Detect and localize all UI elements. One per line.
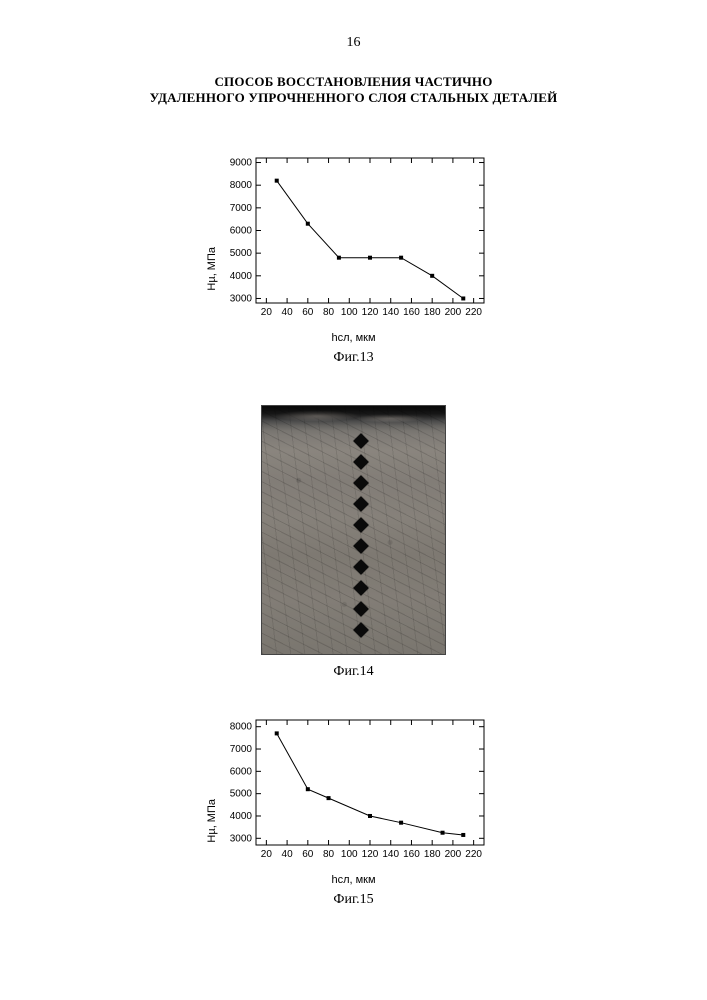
svg-text:20: 20 xyxy=(260,849,272,860)
hardness-indent xyxy=(353,517,369,533)
svg-text:20: 20 xyxy=(260,307,272,318)
svg-text:3000: 3000 xyxy=(229,833,252,844)
svg-text:60: 60 xyxy=(302,849,314,860)
svg-text:4000: 4000 xyxy=(229,811,252,822)
svg-text:5000: 5000 xyxy=(229,789,252,800)
svg-text:8000: 8000 xyxy=(229,722,252,733)
title-line-2: УДАЛЕННОГО УПРОЧНЕННОГО СЛОЯ СТАЛЬНЫХ ДЕ… xyxy=(150,90,558,105)
svg-text:160: 160 xyxy=(403,307,420,318)
hardness-indent xyxy=(353,559,369,575)
svg-text:3000: 3000 xyxy=(229,293,252,304)
fig15-ylabel: Hµ, МПа xyxy=(206,799,218,843)
fig13-svg: 20 40 60 80 100 120 140 160180 200 220 3000 4000 500… xyxy=(214,150,494,325)
svg-text:60: 60 xyxy=(302,307,314,318)
hardness-indent xyxy=(353,602,369,618)
svg-text:200: 200 xyxy=(444,849,461,860)
micrograph-image xyxy=(261,405,446,655)
svg-text:180: 180 xyxy=(423,849,440,860)
svg-text:100: 100 xyxy=(340,307,357,318)
fig13-ylabel: Hµ, МПа xyxy=(206,247,218,291)
title-line-1: СПОСОБ ВОССТАНОВЛЕНИЯ ЧАСТИЧНО xyxy=(214,74,492,89)
fig14-caption: Фиг.14 xyxy=(0,664,707,680)
hardness-indent xyxy=(353,496,369,512)
svg-text:80: 80 xyxy=(322,849,334,860)
svg-text:7000: 7000 xyxy=(229,744,252,755)
figure-15: Hµ, МПа 20 40 60 80 100 120 140 160180 200 220 300… xyxy=(0,712,707,908)
fig13-caption: Фиг.13 xyxy=(0,350,707,366)
svg-text:6000: 6000 xyxy=(229,226,252,237)
fig15-xlabel: hсл, мкм xyxy=(214,874,494,886)
chart-13: Hµ, МПа 20406080100120140160180200220300… xyxy=(214,150,494,344)
fig15-caption: Фиг.15 xyxy=(0,892,707,908)
svg-text:100: 100 xyxy=(340,849,357,860)
svg-text:140: 140 xyxy=(382,849,399,860)
svg-text:180: 180 xyxy=(423,307,440,318)
svg-text:40: 40 xyxy=(281,849,293,860)
svg-text:8000: 8000 xyxy=(229,180,252,191)
chart-15: Hµ, МПа 20406080100120140160180200220300… xyxy=(214,712,494,886)
fig13-xlabel: hсл, мкм xyxy=(214,332,494,344)
svg-text:6000: 6000 xyxy=(229,766,252,777)
svg-text:200: 200 xyxy=(444,307,461,318)
svg-text:80: 80 xyxy=(322,307,334,318)
svg-text:220: 220 xyxy=(465,307,482,318)
svg-text:120: 120 xyxy=(361,307,378,318)
hardness-indent xyxy=(353,580,369,596)
document-title: СПОСОБ ВОССТАНОВЛЕНИЯ ЧАСТИЧНО УДАЛЕННОГ… xyxy=(0,74,707,107)
fig15-svg: 20 40 60 80 100 120 140 160180 200 220 3000 4000 500… xyxy=(214,712,494,867)
hardness-indent xyxy=(353,475,369,491)
page-number: 16 xyxy=(0,35,707,51)
figure-13: Hµ, МПа 20 40 60 80 100 120 140 160180 200 220 300… xyxy=(0,150,707,366)
figure-14: Фиг.14 xyxy=(0,405,707,680)
hardness-indent xyxy=(353,454,369,470)
hardness-indent xyxy=(353,623,369,639)
svg-text:220: 220 xyxy=(465,849,482,860)
svg-text:160: 160 xyxy=(403,849,420,860)
hardness-indent xyxy=(353,433,369,449)
hardness-indent xyxy=(353,538,369,554)
svg-text:140: 140 xyxy=(382,307,399,318)
svg-text:120: 120 xyxy=(361,849,378,860)
svg-text:9000: 9000 xyxy=(229,158,252,169)
svg-text:40: 40 xyxy=(281,307,293,318)
svg-text:4000: 4000 xyxy=(229,271,252,282)
svg-text:5000: 5000 xyxy=(229,248,252,259)
svg-text:7000: 7000 xyxy=(229,203,252,214)
